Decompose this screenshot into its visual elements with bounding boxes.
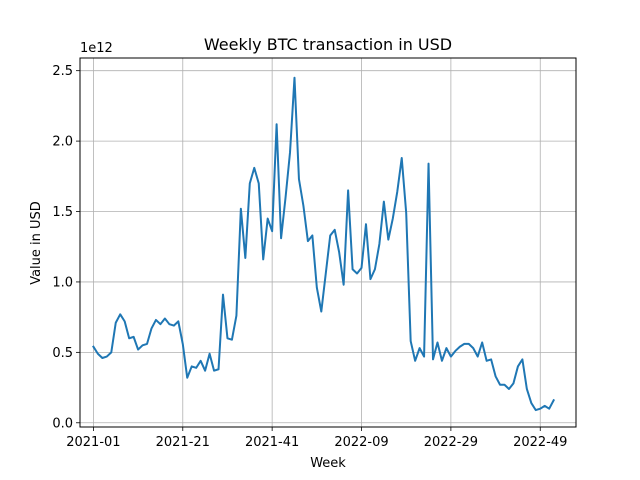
x-tick-label: 2022-09 — [334, 435, 388, 450]
series-line — [92, 76, 556, 412]
y-axis-ticks: 0.0 0.5 1.0 1.5 2.0 2.5 — [52, 64, 80, 431]
grid — [80, 58, 576, 427]
y-tick-label: 0.0 — [52, 416, 73, 431]
x-tick-label: 2021-21 — [156, 435, 210, 450]
x-tick-label: 2021-01 — [66, 435, 120, 450]
y-axis-label: Value in USD — [29, 201, 44, 285]
y-tick-label: 1.5 — [52, 205, 73, 220]
chart-title: Weekly BTC transaction in USD — [204, 35, 452, 54]
x-tick-label: 2022-29 — [424, 435, 478, 450]
y-tick-label: 2.0 — [52, 135, 73, 150]
x-axis-label: Week — [310, 456, 346, 471]
series-group — [92, 76, 556, 412]
x-axis-ticks: 2021-01 2021-21 2021-41 2022-09 2022-29 2022-… — [66, 427, 567, 450]
y-tick-label: 1.0 — [52, 275, 73, 290]
y-tick-label: 2.5 — [52, 64, 73, 79]
plot-frame — [79, 57, 577, 428]
x-tick-label: 2022-49 — [513, 435, 567, 450]
y-tick-label: 0.5 — [52, 346, 73, 361]
y-offset-text: 1e12 — [80, 41, 113, 56]
x-tick-label: 2021-41 — [245, 435, 299, 450]
